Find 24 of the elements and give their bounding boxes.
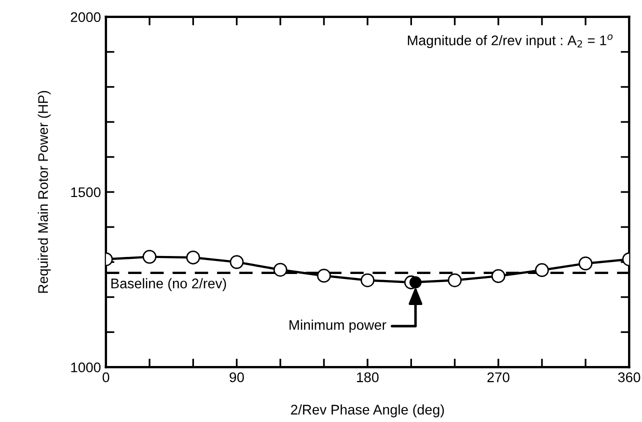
point (491, 269, 506, 284)
annotation: Magnitude of 2/rev input : A$_{2}$ = 1$^{o}$ (408, 34, 613, 48)
x-axis-title: 2/Rev Phase Angle (deg) (291, 404, 444, 418)
y-tick-label: 1500 (71, 187, 101, 198)
point (273, 262, 288, 277)
point (230, 255, 244, 270)
x-tick-label: 0 (102, 372, 110, 382)
point (360, 273, 374, 288)
x-tick-label: 180 (357, 372, 379, 382)
x-tick-label: 90 (230, 372, 244, 382)
point (317, 268, 331, 283)
annotation: Minimum power (290, 320, 386, 333)
point (578, 256, 592, 270)
point (535, 263, 549, 278)
y-axis-title: Required Main Rotor Power (HP) (38, 90, 51, 293)
point (142, 250, 156, 264)
x-tick-label: 270 (487, 372, 510, 382)
x-tick-label: 360 (618, 372, 640, 382)
ref-line-label: Baseline (no 2/rev) (111, 278, 226, 292)
point (448, 273, 462, 288)
point (186, 250, 200, 264)
y-tick-label: 2000 (70, 12, 101, 22)
y-tick-label: 1000 (71, 362, 101, 372)
point (409, 276, 422, 288)
